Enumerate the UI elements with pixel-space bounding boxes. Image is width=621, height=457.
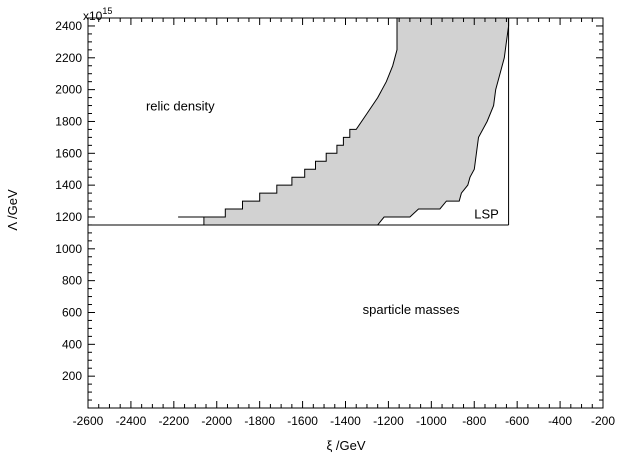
x-tick-label: -400	[548, 414, 572, 428]
x-tick-label: -2400	[116, 414, 147, 428]
y-tick-label: 1600	[55, 146, 82, 160]
x-tick-label: -1400	[330, 414, 361, 428]
allowed-region-fill	[203, 18, 509, 225]
region-label: LSP	[474, 207, 499, 222]
region-label: relic density	[146, 98, 215, 113]
y-tick-label: 1200	[55, 210, 82, 224]
x-tick-label: -2000	[201, 414, 232, 428]
y-tick-label: 200	[62, 369, 82, 383]
y-multiplier-exponent: 15	[102, 6, 112, 16]
y-tick-label: 2400	[55, 19, 82, 33]
y-tick-label: 800	[62, 274, 82, 288]
chart-axes: -2600 -2400 -2200 -2000 -1800 -1600 -1400 -1200…	[55, 17, 615, 428]
y-tick-label: 2200	[55, 51, 82, 65]
y-tick-label: 400	[62, 337, 82, 351]
chart-regions: relic density LSP sparticle masses	[88, 18, 510, 317]
x-tick-label: -1200	[373, 414, 404, 428]
x-axis-label: ξ /GeV	[326, 438, 365, 453]
x-tick-label: -200	[591, 414, 615, 428]
y-axis-label: Λ /GeV	[5, 189, 20, 231]
x-tick-label: -2200	[158, 414, 189, 428]
y-tick-label: 1000	[55, 242, 82, 256]
y-tick-label: 2000	[55, 83, 82, 97]
x-tick-label: -1600	[287, 414, 318, 428]
region-label: sparticle masses	[363, 302, 460, 317]
y-multiplier: x1015	[83, 6, 112, 23]
y-tick-label: 1800	[55, 114, 82, 128]
x-tick-label: -1800	[244, 414, 275, 428]
x-tick-label: -1000	[416, 414, 447, 428]
y-tick-label: 600	[62, 305, 82, 319]
chart-labels: ξ /GeV Λ /GeV x1015	[5, 6, 366, 453]
y-tick-label: 1400	[55, 178, 82, 192]
x-tick-label: -2600	[73, 414, 104, 428]
x-tick-label: -600	[505, 414, 529, 428]
x-tick-label: -800	[462, 414, 486, 428]
left-boundary-line	[203, 18, 398, 225]
right-boundary-line	[377, 18, 510, 226]
